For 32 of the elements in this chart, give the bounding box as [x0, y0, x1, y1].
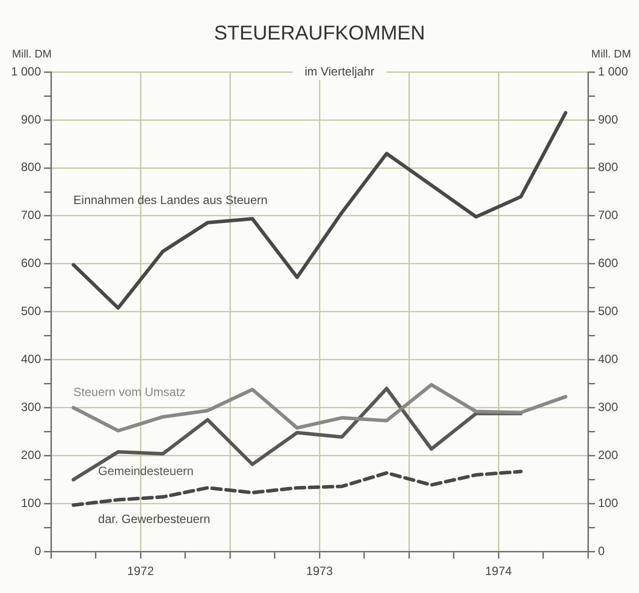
- y2-tick-label: 0: [598, 544, 605, 558]
- y2-tick-label: 900: [598, 112, 618, 126]
- x-tick-label: 1974: [485, 564, 512, 578]
- y-tick-label: 600: [21, 256, 42, 270]
- y-tick-label: 1 000: [11, 64, 42, 78]
- y-tick-label: 700: [21, 208, 42, 222]
- y2-tick-label: 1 000: [598, 64, 628, 78]
- y2-tick-label: 800: [598, 160, 618, 174]
- y2-tick-label: 600: [598, 256, 618, 270]
- y-tick-label: 500: [21, 304, 42, 318]
- x-tick-label: 1972: [127, 564, 154, 578]
- y2-tick-label: 700: [598, 208, 618, 222]
- y2-tick-label: 200: [598, 448, 618, 462]
- y-tick-label: 900: [21, 112, 42, 126]
- series-label: Gemeindesteuern: [98, 464, 194, 478]
- y-tick-label: 100: [21, 496, 42, 510]
- chart-subtitle: im Vierteljahr: [304, 64, 374, 78]
- y-tick-label: 300: [21, 400, 42, 414]
- chart-title: STEUERAUFKOMMEN: [214, 22, 426, 45]
- y-tick-label: 0: [34, 544, 42, 558]
- y-axis-title: Mill. DM: [12, 48, 52, 61]
- y-tick-label: 400: [21, 352, 42, 366]
- y2-tick-label: 300: [598, 400, 618, 414]
- y-tick-label: 200: [21, 448, 42, 462]
- y2-tick-label: 100: [598, 496, 618, 510]
- y2-tick-label: 400: [598, 352, 618, 366]
- y2-tick-label: 500: [598, 304, 618, 318]
- x-tick-label: 1973: [306, 564, 334, 578]
- series-label: Einnahmen des Landes aus Steuern: [73, 193, 268, 208]
- series-label: dar. Gewerbesteuern: [98, 512, 210, 526]
- y-tick-label: 800: [21, 160, 42, 174]
- y2-axis-title: Mill. DM: [591, 48, 631, 61]
